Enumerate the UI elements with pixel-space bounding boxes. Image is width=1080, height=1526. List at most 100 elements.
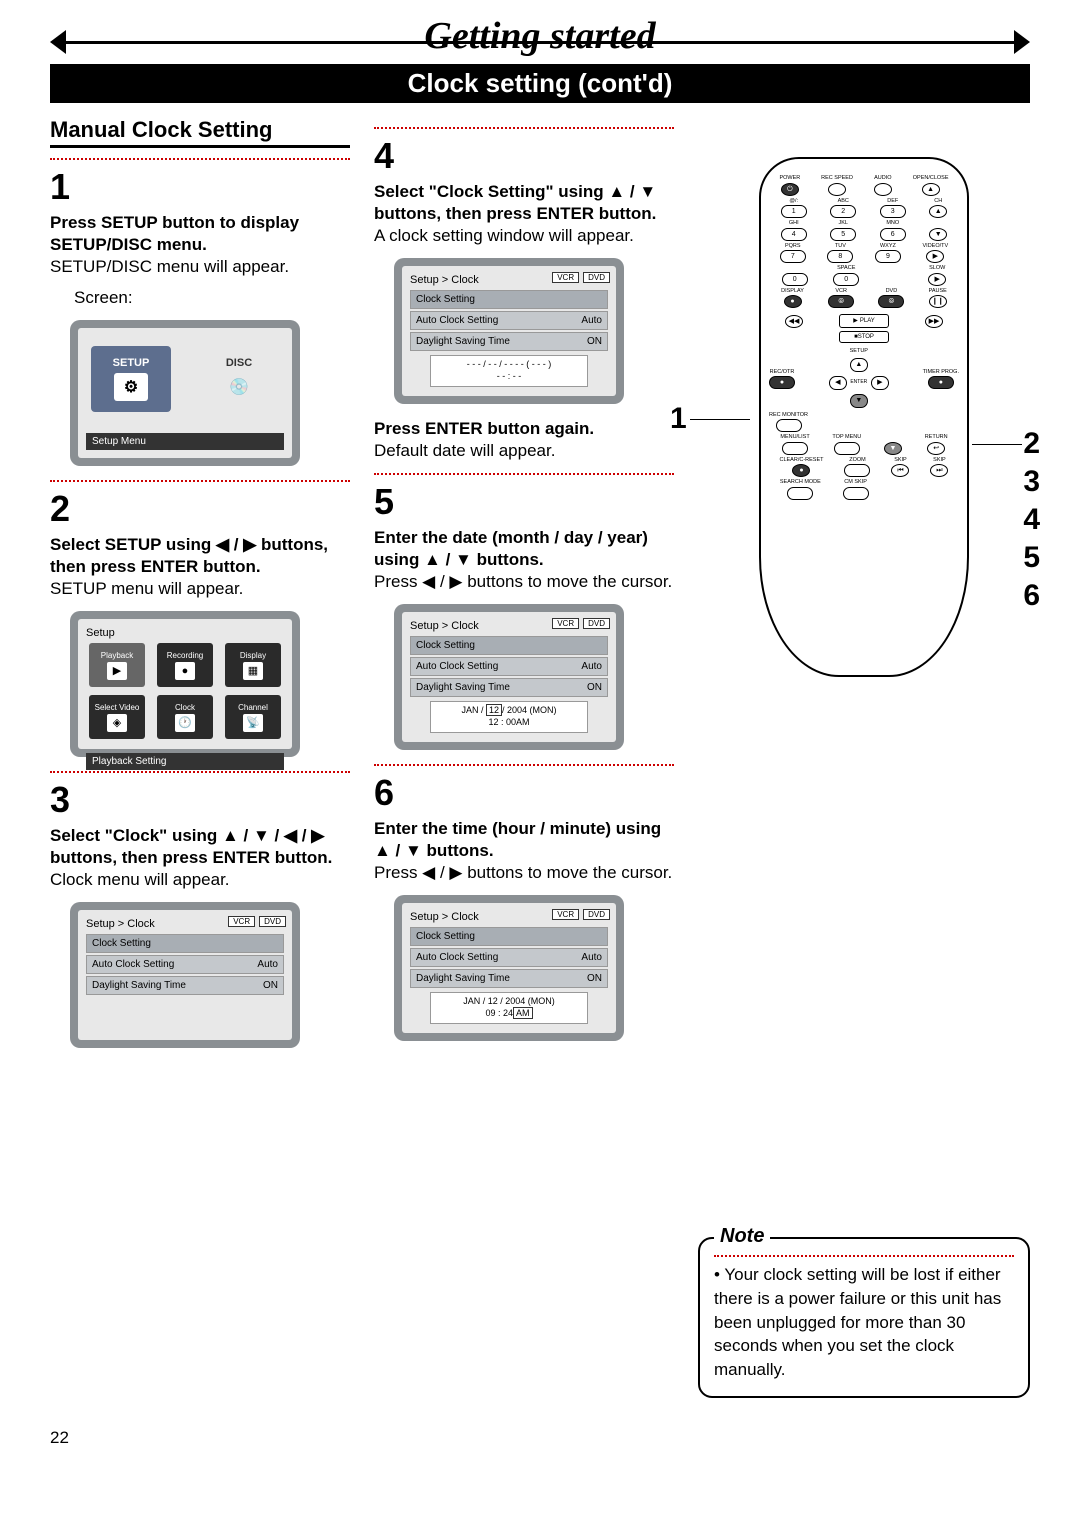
cm-skip-button (843, 487, 869, 500)
column-left: Manual Clock Setting 1 Press SETUP butto… (50, 117, 350, 1398)
callout-line (972, 444, 1022, 445)
ch-up-button: ▲ (929, 205, 947, 218)
dpad-enter: ENTER (849, 375, 869, 391)
step-text: Press ◀ / ▶ buttons to move the cursor. (374, 571, 674, 594)
setup-grid-tile: Select Video◈ (89, 695, 145, 739)
disc-icon: 💿 (222, 373, 256, 401)
zoom-button (844, 464, 870, 477)
screen-box-2: Setup Playback▶ Recording● Display▦ Sele… (70, 611, 300, 757)
pause-button: ❙❙ (929, 295, 947, 308)
step-text: Default date will appear. (374, 440, 674, 463)
step-text: A clock setting window will appear. (374, 225, 674, 248)
screen-tabs: VCR DVD (552, 909, 610, 920)
dpad: ▲ ▼ ◀ ▶ ENTER (829, 358, 889, 408)
menu-list-button (782, 442, 808, 455)
display-button: ● (784, 295, 802, 308)
step-bold: Select SETUP using ◀ / ▶ buttons, then p… (50, 534, 350, 578)
rec-otr-button: ● (769, 376, 795, 389)
return-button: ↩ (927, 442, 945, 455)
note-dots (714, 1255, 1014, 1257)
callout-3: 3 (1023, 465, 1040, 499)
audio-button (874, 183, 892, 196)
date-box: - - - / - - / - - - - ( - - - ) - - : - … (430, 355, 588, 386)
setup-grid-tile: Clock🕐 (157, 695, 213, 739)
vcr-button: ⦾ (828, 295, 854, 308)
dpad-up: ▲ (850, 358, 868, 372)
screen-label: Screen: (50, 287, 350, 310)
step-bold: Enter the time (hour / minute) using ▲ /… (374, 818, 674, 862)
disc-tile-label: DISC (226, 357, 252, 369)
page-number: 22 (50, 1428, 1030, 1448)
screen-row: Daylight Saving TimeON (86, 976, 284, 995)
dotted-separator (50, 771, 350, 773)
skip-fwd-button: ⏭ (930, 464, 948, 477)
date-box: JAN / 12/ 2004 (MON) 12 : 00AM (430, 701, 588, 732)
ff-button: ▶▶ (925, 315, 943, 328)
dotted-separator (374, 764, 674, 766)
remote-illustration: 1 POWER⏻ REC SPEED AUDIO OPEN/CLOSE▲ @/:… (698, 157, 1030, 677)
open-close-button: ▲ (922, 183, 940, 196)
setup-grid-tile: Playback▶ (89, 643, 145, 687)
clear-button: ● (792, 464, 810, 477)
screen-row: Clock Setting (86, 934, 284, 953)
step-bold: Select "Clock" using ▲ / ▼ / ◀ / ▶ butto… (50, 825, 350, 869)
stop-button: ■ STOP (839, 331, 889, 343)
note-text: • Your clock setting will be lost if eit… (714, 1263, 1014, 1382)
search-mode-button (787, 487, 813, 500)
note-title: Note (714, 1225, 770, 1248)
screen-footer: Playback Setting (86, 753, 284, 770)
screen-row: Clock Setting (410, 636, 608, 655)
date-box: JAN / 12 / 2004 (MON) 09 : 24AM (430, 992, 588, 1023)
main-title: Getting started (50, 14, 1030, 58)
num-0-button: 0 (782, 273, 808, 286)
screen-row: Auto Clock SettingAuto (410, 311, 608, 330)
slow-button: ▶ (928, 273, 946, 286)
step-number: 6 (374, 772, 674, 814)
setup-grid-tile: Recording● (157, 643, 213, 687)
screen-box-6: VCR DVD Setup > Clock Clock Setting Auto… (394, 895, 624, 1041)
dotted-separator (50, 158, 350, 160)
callout-2: 2 (1023, 427, 1040, 461)
step-text: Clock menu will appear. (50, 869, 350, 892)
power-button: ⏻ (781, 183, 799, 196)
step-number: 4 (374, 135, 674, 177)
screen-box-5: VCR DVD Setup > Clock Clock Setting Auto… (394, 604, 624, 750)
timer-prog-button: ● (928, 376, 954, 389)
dotted-separator (374, 127, 674, 129)
screen-row: Auto Clock SettingAuto (86, 955, 284, 974)
video-tv-button: ▶ (926, 250, 944, 263)
diamond-right (1014, 30, 1030, 54)
disc-tile: DISC 💿 (199, 346, 279, 412)
rew-button: ◀◀ (785, 315, 803, 328)
gray-button: ▼ (884, 442, 902, 455)
callout-5: 5 (1023, 541, 1040, 575)
callout-1: 1 (670, 402, 687, 436)
num-3-button: 3 (880, 205, 906, 218)
screen-row: Daylight Saving TimeON (410, 332, 608, 351)
dotted-separator (50, 480, 350, 482)
step-bold: Enter the date (month / day / year) usin… (374, 527, 674, 571)
screen-tabs: VCR DVD (552, 618, 610, 629)
setup-tile-label: SETUP (113, 357, 150, 369)
screen-row: Daylight Saving TimeON (410, 969, 608, 988)
screen-box-4: VCR DVD Setup > Clock Clock Setting Auto… (394, 258, 624, 404)
column-right: 1 POWER⏻ REC SPEED AUDIO OPEN/CLOSE▲ @/:… (698, 117, 1030, 1398)
space-button: 0 (833, 273, 859, 286)
num-8-button: 8 (827, 250, 853, 263)
rec-monitor-button (776, 419, 802, 432)
breadcrumb: Setup (86, 627, 284, 639)
callout-4: 4 (1023, 503, 1040, 537)
dpad-down: ▼ (850, 394, 868, 408)
setup-tile: SETUP ⚙ (91, 346, 171, 412)
step-bold: Press ENTER button again. (374, 418, 674, 440)
screen-box-3: VCR DVD Setup > Clock Clock Setting Auto… (70, 902, 300, 1048)
step-number: 2 (50, 488, 350, 530)
num-4-button: 4 (781, 228, 807, 241)
skip-back-button: ⏮ (891, 464, 909, 477)
screen-row: Auto Clock SettingAuto (410, 657, 608, 676)
dotted-separator (374, 473, 674, 475)
setup-grid-tile: Channel📡 (225, 695, 281, 739)
step-number: 1 (50, 166, 350, 208)
setup-grid-tile: Display▦ (225, 643, 281, 687)
rec-speed-button (828, 183, 846, 196)
